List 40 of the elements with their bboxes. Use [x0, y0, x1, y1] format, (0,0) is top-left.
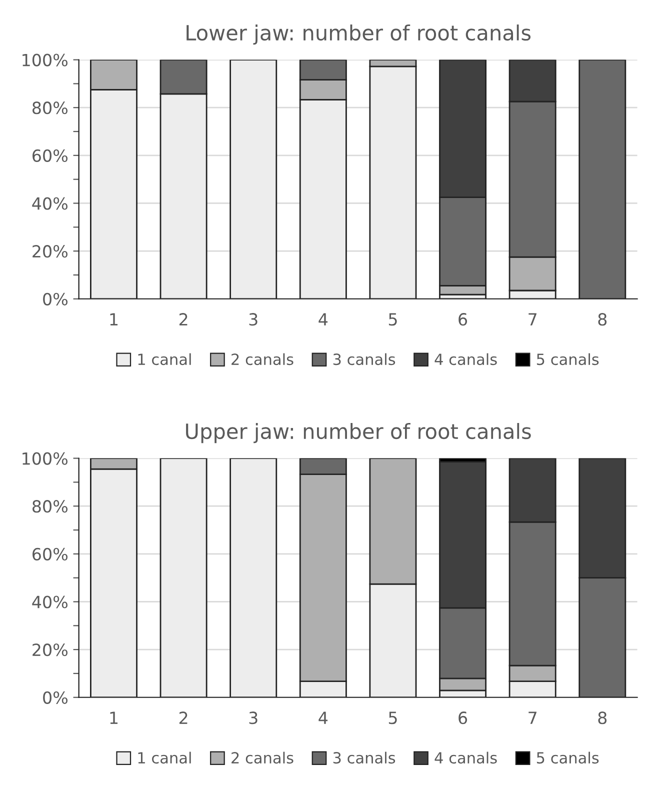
- x-tick-label: 5: [388, 313, 397, 326]
- x-tick-label: 7: [528, 712, 536, 724]
- legend-label: 5 canals: [536, 752, 599, 764]
- x-tick-label: 2: [179, 313, 188, 326]
- x-tick-label: 8: [598, 313, 607, 326]
- y-tick-label: 20%: [32, 245, 68, 258]
- legend-label: 5 canals: [536, 353, 599, 366]
- legend-label: 2 canals: [232, 353, 294, 366]
- y-tick-label: 60%: [32, 548, 68, 560]
- x-tick-label: 3: [249, 712, 258, 724]
- legend-label: 2 canals: [232, 752, 294, 764]
- chart-title: Upper jaw: number of root canals: [186, 423, 531, 444]
- y-tick-label: 40%: [32, 596, 68, 608]
- chart-title: Lower jaw: number of root canals: [186, 24, 531, 45]
- x-tick-label: 1: [110, 712, 118, 724]
- y-tick-label: 80%: [32, 102, 68, 114]
- y-tick-label: 0%: [43, 691, 68, 704]
- legend-label: 3 canals: [333, 353, 396, 366]
- x-tick-label: 5: [388, 712, 397, 724]
- x-tick-label: 8: [598, 712, 607, 724]
- x-tick-label: 3: [249, 313, 258, 326]
- legend-label: 1 canal: [138, 353, 191, 366]
- y-tick-label: 100%: [22, 54, 68, 66]
- x-tick-label: 6: [458, 313, 468, 326]
- x-tick-label: 4: [318, 313, 328, 326]
- x-tick-label: 2: [179, 712, 188, 724]
- y-tick-label: 40%: [32, 197, 68, 210]
- legend-label: 1 canal: [138, 752, 191, 764]
- y-tick-label: 100%: [22, 452, 68, 465]
- x-tick-label: 7: [528, 313, 536, 326]
- legend-label: 4 canals: [434, 353, 497, 366]
- x-tick-label: 1: [110, 313, 118, 326]
- y-tick-label: 0%: [43, 292, 68, 306]
- y-tick-label: 20%: [32, 644, 68, 656]
- x-tick-label: 4: [318, 712, 328, 724]
- y-tick-label: 80%: [32, 500, 68, 513]
- legend-label: 3 canals: [333, 752, 396, 764]
- x-tick-label: 6: [458, 712, 468, 724]
- legend-label: 4 canals: [434, 752, 497, 764]
- y-tick-label: 60%: [32, 149, 68, 162]
